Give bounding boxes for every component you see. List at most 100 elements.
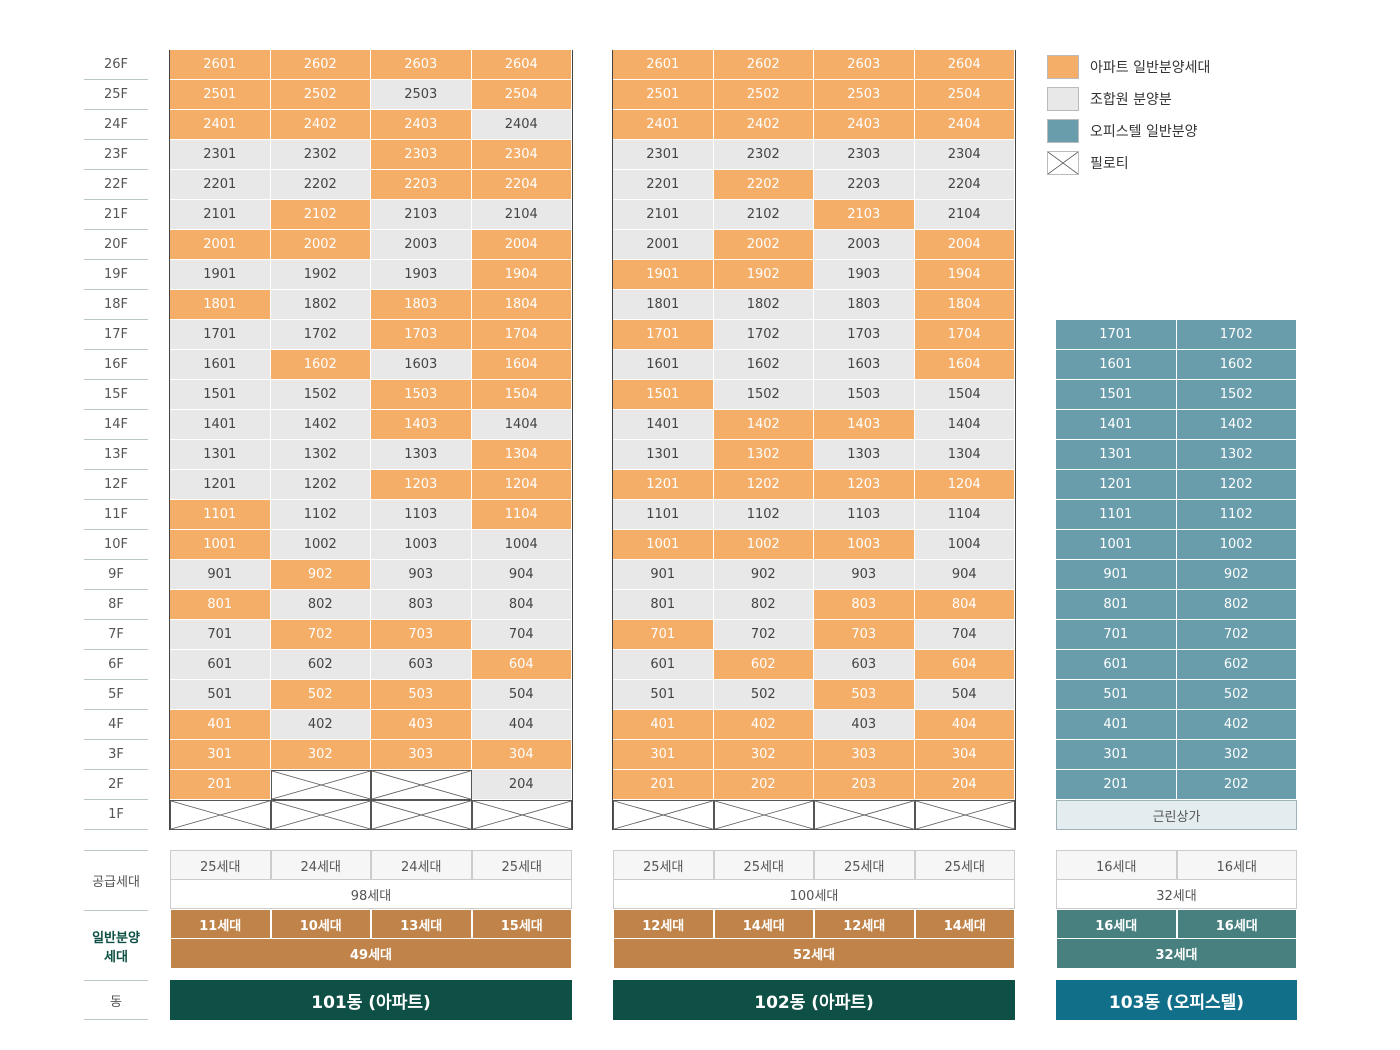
unit-cell: 2003	[814, 230, 915, 260]
floor-label: 18F	[84, 290, 148, 320]
unit-cell: 2503	[371, 80, 472, 110]
unit-cell: 303	[814, 740, 915, 770]
unit-cell: 1604	[914, 350, 1015, 380]
unit-cell: 502	[270, 680, 371, 710]
legend-item-P: 필로티	[1047, 151, 1129, 175]
unit-cell: 1003	[814, 530, 915, 560]
unit-cell: 802	[713, 590, 814, 620]
unit-cell: 1002	[713, 530, 814, 560]
piloti-cell	[814, 800, 915, 830]
unit-cell: 501	[1056, 680, 1177, 710]
floor-label: 10F	[84, 530, 148, 560]
general-count: 16세대	[1176, 909, 1297, 939]
unit-cell: 702	[270, 620, 371, 650]
unit-cell: 2304	[471, 140, 572, 170]
unit-cell: 201	[1056, 770, 1177, 800]
supply-count: 16세대	[1056, 850, 1177, 880]
unit-cell: 501	[613, 680, 714, 710]
unit-cell: 1901	[613, 260, 714, 290]
unit-cell: 1904	[471, 260, 572, 290]
unit-cell: 2303	[814, 140, 915, 170]
unit-cell: 1502	[270, 380, 371, 410]
unit-cell: 2204	[914, 170, 1015, 200]
unit-cell: 701	[1056, 620, 1177, 650]
unit-cell: 603	[814, 650, 915, 680]
unit-cell: 2101	[613, 200, 714, 230]
floor-label: 21F	[84, 200, 148, 230]
unit-cell: 2104	[471, 200, 572, 230]
unit-cell: 1702	[1176, 320, 1297, 350]
unit-cell: 1602	[1176, 350, 1297, 380]
unit-cell: 1401	[613, 410, 714, 440]
general-count: 14세대	[713, 909, 814, 939]
unit-cell: 2002	[270, 230, 371, 260]
unit-cell: 702	[713, 620, 814, 650]
legend-label: 조합원 분양분	[1090, 92, 1172, 108]
unit-cell: 1602	[713, 350, 814, 380]
unit-cell: 1203	[371, 470, 472, 500]
unit-cell: 1403	[814, 410, 915, 440]
unit-cell: 801	[613, 590, 714, 620]
unit-cell: 2604	[914, 50, 1015, 80]
unit-cell: 1802	[270, 290, 371, 320]
unit-cell: 602	[1176, 650, 1297, 680]
unit-cell: 2601	[170, 50, 271, 80]
unit-cell: 1301	[613, 440, 714, 470]
floor-label: 9F	[84, 560, 148, 590]
floor-label: 8F	[84, 590, 148, 620]
unit-cell: 1302	[713, 440, 814, 470]
unit-cell: 2203	[814, 170, 915, 200]
floor-label: 22F	[84, 170, 148, 200]
unit-cell: 1104	[914, 500, 1015, 530]
unit-cell: 1301	[170, 440, 271, 470]
unit-cell: 1604	[471, 350, 572, 380]
unit-cell: 804	[914, 590, 1015, 620]
unit-cell: 1502	[713, 380, 814, 410]
row-label-supply: 공급세대	[84, 850, 148, 910]
unit-cell: 302	[1176, 740, 1297, 770]
unit-cell: 204	[471, 770, 572, 800]
unit-cell: 2301	[613, 140, 714, 170]
unit-cell: 704	[914, 620, 1015, 650]
general-count: 12세대	[814, 909, 915, 939]
supply-count: 25세대	[713, 850, 814, 880]
unit-cell: 201	[170, 770, 271, 800]
unit-cell: 2601	[613, 50, 714, 80]
unit-cell: 1402	[713, 410, 814, 440]
piloti-cell	[613, 800, 714, 830]
unit-cell: 301	[170, 740, 271, 770]
unit-cell: 1903	[814, 260, 915, 290]
floor-label: 14F	[84, 410, 148, 440]
legend-label: 오피스텔 일반분양	[1090, 124, 1198, 140]
unit-cell: 2101	[170, 200, 271, 230]
unit-cell: 604	[471, 650, 572, 680]
unit-cell: 1302	[1176, 440, 1297, 470]
unit-cell: 1004	[471, 530, 572, 560]
unit-cell: 804	[471, 590, 572, 620]
unit-cell: 601	[613, 650, 714, 680]
unit-cell: 2201	[170, 170, 271, 200]
unit-cell: 2004	[914, 230, 1015, 260]
unit-cell: 1001	[1056, 530, 1177, 560]
unit-cell: 202	[1176, 770, 1297, 800]
unit-cell: 202	[713, 770, 814, 800]
unit-cell: 1101	[1056, 500, 1177, 530]
unit-cell: 703	[371, 620, 472, 650]
unit-cell: 504	[914, 680, 1015, 710]
unit-cell: 203	[814, 770, 915, 800]
unit-cell: 2003	[371, 230, 472, 260]
unit-cell: 1202	[270, 470, 371, 500]
supply-total: 98세대	[170, 879, 572, 909]
unit-cell: 1903	[371, 260, 472, 290]
unit-cell: 2504	[471, 80, 572, 110]
unit-cell: 702	[1176, 620, 1297, 650]
unit-cell: 1803	[371, 290, 472, 320]
general-count: 11세대	[170, 909, 271, 939]
unit-cell: 1801	[170, 290, 271, 320]
unit-cell: 1504	[471, 380, 572, 410]
unit-cell: 401	[1056, 710, 1177, 740]
piloti-cell	[170, 800, 271, 830]
unit-cell: 704	[471, 620, 572, 650]
unit-cell: 1902	[713, 260, 814, 290]
unit-cell: 1401	[1056, 410, 1177, 440]
